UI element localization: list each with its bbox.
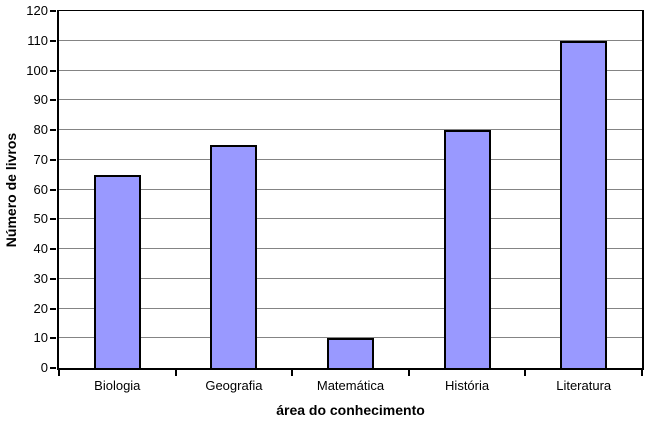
gridline — [59, 99, 642, 101]
gridline — [59, 39, 642, 41]
x-tick-mark — [524, 370, 527, 376]
y-tick-mark — [50, 367, 56, 369]
y-tick-mark — [50, 158, 56, 161]
y-tick-label: 0 — [40, 360, 48, 375]
y-tick-label: 90 — [33, 92, 48, 108]
category-label: Geografia — [205, 378, 263, 393]
y-tick-mark — [50, 39, 56, 42]
y-tick-mark — [50, 248, 56, 250]
y-tick-label: 30 — [33, 270, 48, 286]
y-tick-mark — [50, 337, 56, 340]
plot-area — [57, 10, 644, 370]
y-tick-label: 40 — [33, 241, 48, 256]
gridline — [59, 218, 642, 220]
bar — [443, 130, 491, 368]
y-tick-mark — [50, 307, 56, 310]
x-axis-title: área do conhecimento — [276, 402, 425, 418]
y-tick-label: 120 — [26, 3, 48, 18]
gridline — [59, 277, 642, 279]
y-tick-label: 50 — [33, 211, 48, 227]
y-tick-label: 20 — [33, 300, 48, 316]
gridline — [59, 307, 642, 309]
category-label: Literatura — [556, 378, 612, 393]
y-tick-mark — [50, 218, 56, 221]
category-label: Biologia — [94, 378, 141, 393]
category-label: Matemática — [316, 378, 385, 393]
y-tick-mark — [50, 10, 56, 12]
bar — [93, 174, 141, 368]
gridline — [59, 337, 642, 339]
y-tick-mark — [50, 99, 56, 102]
bar — [327, 338, 374, 368]
gridline — [59, 129, 642, 130]
x-tick-mark — [291, 370, 294, 376]
x-tick-mark — [407, 370, 410, 376]
bar — [560, 40, 608, 368]
gridline — [59, 158, 642, 160]
y-tick-mark — [50, 129, 56, 131]
gridline — [59, 188, 642, 190]
y-tick-label: 80 — [33, 122, 48, 137]
category-label: História — [445, 378, 490, 393]
y-tick-label: 110 — [27, 32, 48, 48]
x-tick-mark — [58, 370, 60, 376]
y-tick-label: 100 — [26, 62, 48, 78]
bar — [210, 144, 258, 368]
y-tick-mark — [50, 69, 56, 72]
y-tick-label: 10 — [33, 330, 48, 346]
x-tick-mark — [641, 370, 643, 376]
y-tick-mark — [50, 188, 56, 191]
x-tick-mark — [174, 370, 177, 376]
y-tick-label: 60 — [33, 181, 48, 197]
gridline — [59, 248, 642, 249]
y-tick-label: 70 — [33, 151, 48, 167]
y-tick-mark — [50, 277, 56, 280]
gridline — [59, 69, 642, 71]
